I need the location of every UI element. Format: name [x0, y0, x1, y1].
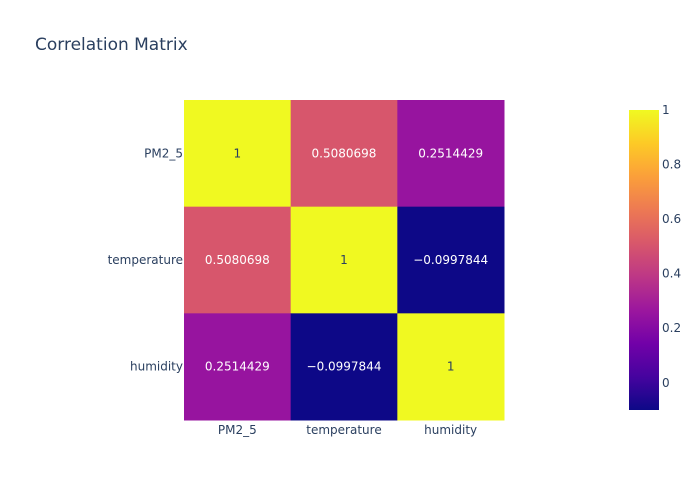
heatmap-cell-humidity-PM2_5	[184, 313, 292, 421]
colorbar-tick-label: 0.2	[662, 321, 681, 335]
y-tick-label: temperature	[108, 253, 183, 267]
x-tick-label: PM2_5	[218, 423, 257, 437]
colorbar-tick-label: 0.4	[662, 267, 681, 281]
y-axis-tick-labels: PM2_5 temperature humidity	[108, 146, 183, 373]
heatmap-cell-label: −0.0997844	[307, 360, 382, 374]
colorbar-tick-label: 0.8	[662, 158, 681, 172]
colorbar-tick-labels: 0 0.2 0.4 0.6 0.8 1	[662, 103, 681, 390]
heatmap-cell-temperature-temperature	[290, 206, 398, 314]
heatmap-cell-PM2_5-PM2_5	[184, 100, 292, 208]
heatmap-cell-temperature-humidity	[397, 206, 505, 314]
chart-title: Correlation Matrix	[35, 35, 188, 55]
heatmap-cell-labels: 1 0.5080698 0.2514429 0.5080698 1 −0.0997844 0…	[205, 146, 488, 373]
x-tick-label: humidity	[424, 423, 477, 437]
colorbar-tick-label: 0.6	[662, 212, 681, 226]
heatmap-cell-label: 0.5080698	[205, 253, 270, 267]
y-tick-label: humidity	[130, 360, 183, 374]
heatmap-cell-temperature-PM2_5	[184, 206, 292, 314]
x-tick-label: temperature	[306, 423, 381, 437]
heatmap-cell-humidity-temperature	[290, 313, 398, 421]
colorbar	[629, 110, 659, 410]
heatmap-cell-label: 1	[447, 360, 455, 374]
heatmap-cell-label: 0.2514429	[205, 360, 270, 374]
heatmap-cell-label: 0.2514429	[418, 146, 483, 160]
colorbar-tick-label: 1	[662, 103, 670, 117]
colorbar-tick-label: 0	[662, 376, 670, 390]
heatmap-cell-humidity-humidity	[397, 313, 505, 421]
heatmap-cells	[184, 100, 505, 421]
heatmap-cell-label: 0.5080698	[312, 146, 377, 160]
y-tick-label: PM2_5	[144, 146, 183, 160]
heatmap-cell-label: 1	[340, 253, 348, 267]
heatmap-cell-label: 1	[234, 146, 242, 160]
heatmap-cell-PM2_5-temperature	[290, 100, 398, 208]
heatmap-cell-label: −0.0997844	[413, 253, 488, 267]
x-axis-tick-labels: PM2_5 temperature humidity	[218, 423, 477, 437]
heatmap-cell-PM2_5-humidity	[397, 100, 505, 208]
